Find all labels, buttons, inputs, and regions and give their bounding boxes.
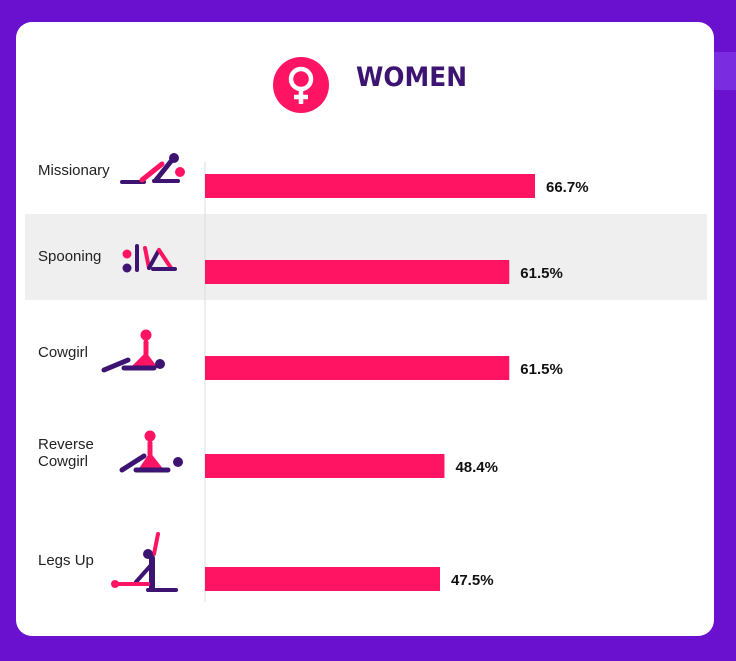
reverse-cowgirl-pose-icon bbox=[119, 430, 183, 473]
data-label: 47.5% bbox=[451, 572, 494, 589]
bar-chart: 66.7% 61.5% 61.5% 48.4% 47.5% Missionary Spoo… bbox=[16, 22, 714, 636]
category-label: Missionary bbox=[38, 162, 110, 179]
bar-chart-svg: 66.7% 61.5% 61.5% 48.4% 47.5% bbox=[204, 162, 589, 602]
female-symbol-icon bbox=[273, 57, 329, 113]
missionary-pose-icon bbox=[120, 153, 185, 184]
bar-cowgirl bbox=[205, 356, 510, 380]
cowgirl-pose-icon bbox=[101, 329, 165, 373]
category-label: Reverse Cowgirl bbox=[38, 436, 94, 470]
category-label: Cowgirl bbox=[38, 344, 89, 361]
legs-up-pose-icon bbox=[111, 532, 178, 592]
category-label: Legs Up bbox=[38, 552, 94, 569]
bar-spooning bbox=[205, 260, 510, 284]
data-label: 66.7% bbox=[546, 179, 589, 196]
chart-header: WOMEN bbox=[16, 22, 714, 152]
bar-reverse-cowgirl bbox=[205, 454, 445, 478]
data-label: 61.5% bbox=[520, 265, 563, 282]
data-label: 61.5% bbox=[520, 361, 563, 378]
spooning-pose-icon bbox=[122, 244, 177, 273]
side-tab bbox=[714, 52, 736, 90]
category-label: Spooning bbox=[38, 248, 102, 265]
chart-card: WOMEN 66.7% 61.5% 61.5% 48.4% 47.5% Missiona… bbox=[16, 22, 714, 636]
data-label: 48.4% bbox=[455, 459, 498, 476]
bar-legs-up bbox=[205, 567, 441, 591]
chart-title: WOMEN bbox=[356, 62, 468, 93]
bar-missionary bbox=[205, 174, 535, 198]
